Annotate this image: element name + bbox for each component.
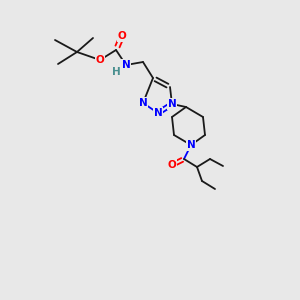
- Text: N: N: [168, 99, 176, 109]
- Text: O: O: [168, 160, 176, 170]
- Text: O: O: [118, 31, 126, 41]
- Text: N: N: [122, 60, 130, 70]
- Text: N: N: [187, 140, 195, 150]
- Text: N: N: [154, 108, 162, 118]
- Text: O: O: [96, 55, 104, 65]
- Text: H: H: [112, 67, 120, 77]
- Text: N: N: [139, 98, 147, 108]
